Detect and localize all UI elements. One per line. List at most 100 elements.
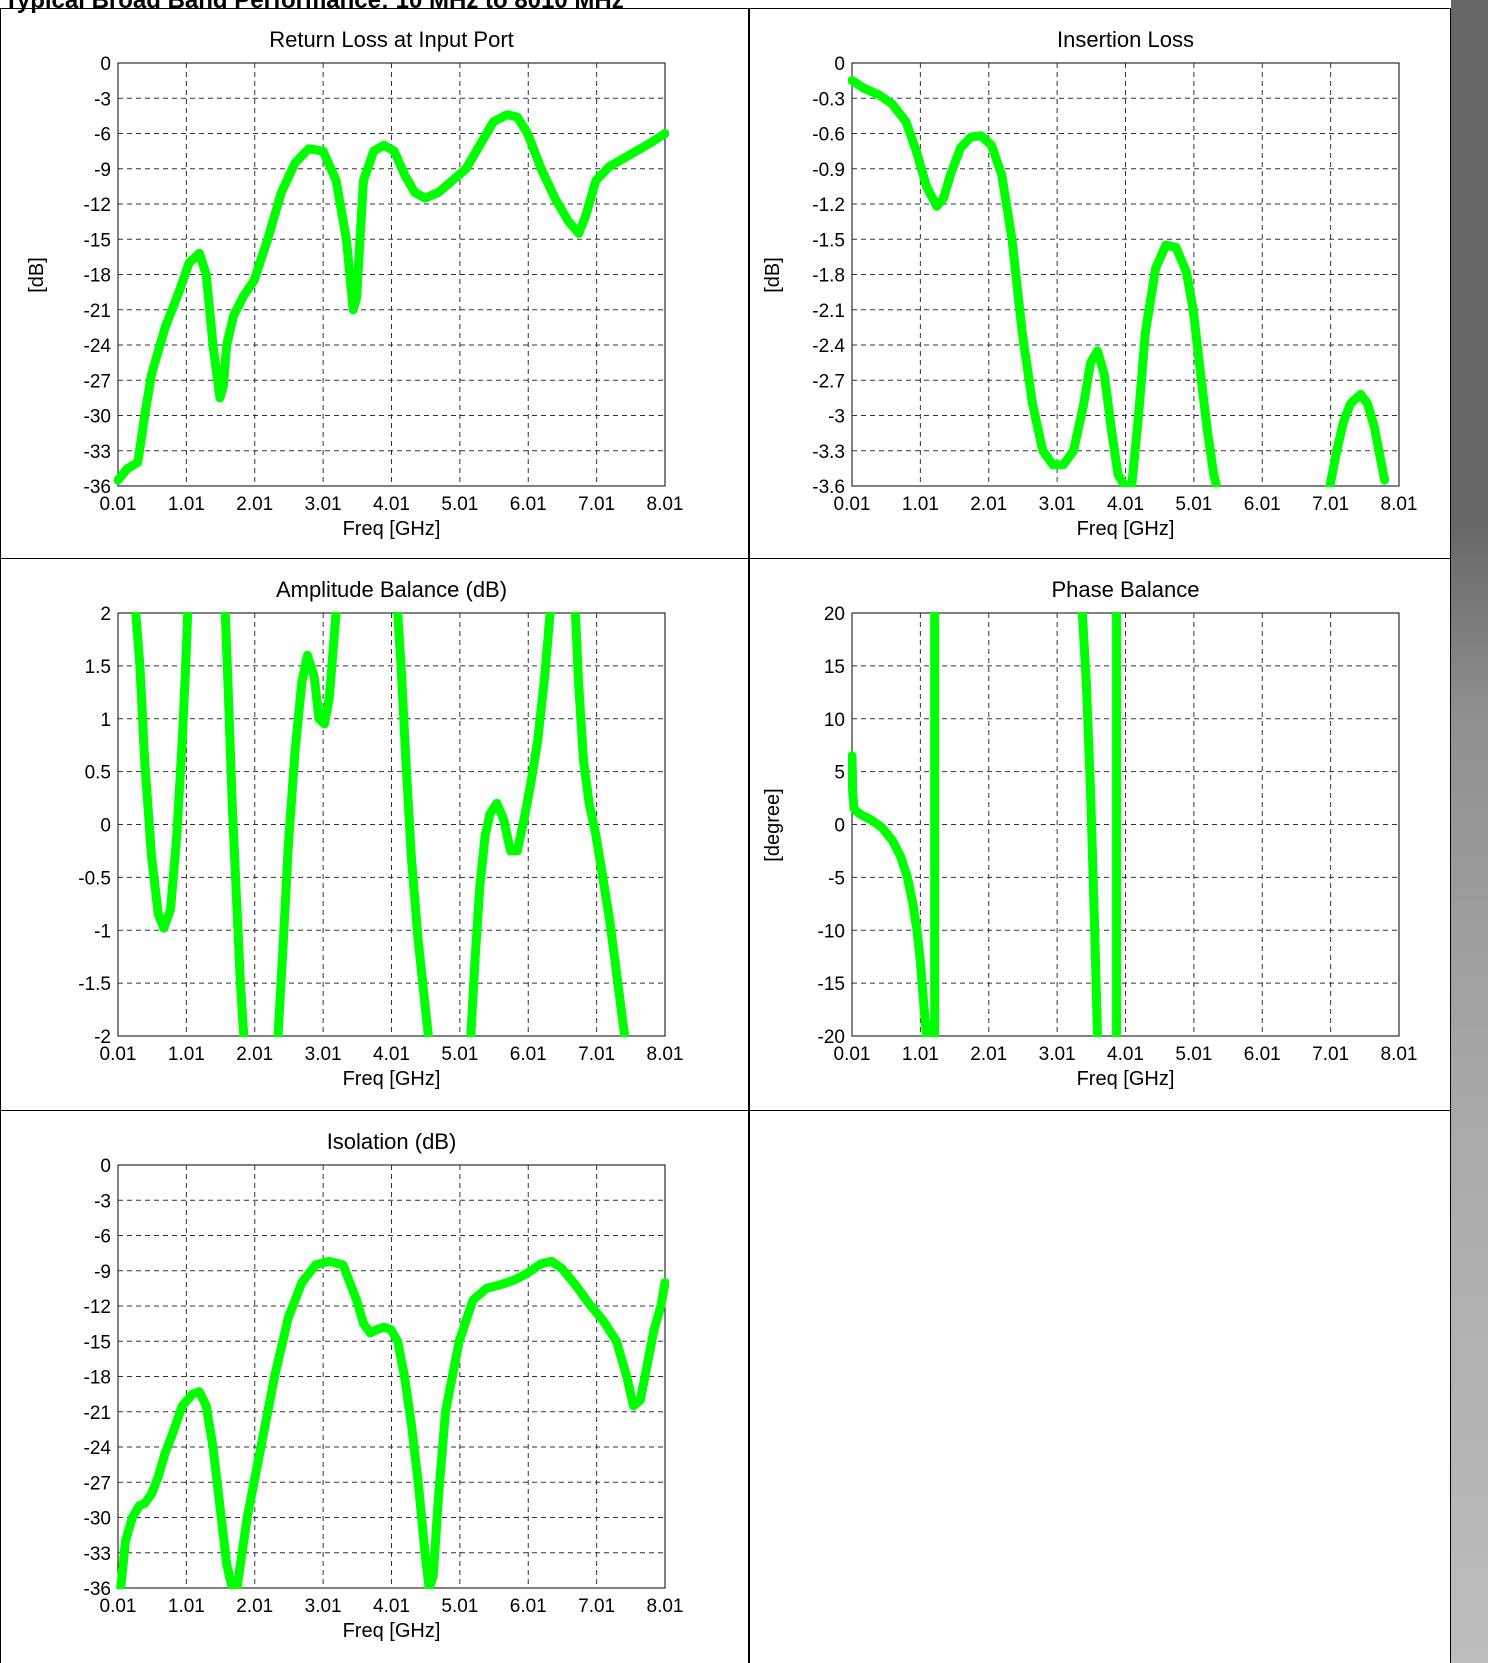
y-tick-label: -10 <box>818 921 845 942</box>
chart-amplitude-balance: 0.01 1.01 2.01 3.01 4.01 5.01 6.01 7.01 8.01 2 1.5… <box>78 577 684 1090</box>
y-tick-label: -33 <box>84 1544 111 1565</box>
x-tick-label: 0.01 <box>834 494 871 515</box>
x-tick-label: 2.01 <box>970 1044 1007 1065</box>
x-tick-label: 5.01 <box>441 1596 478 1617</box>
y-tick-label: -15 <box>84 230 111 251</box>
y-tick-label: -9 <box>94 1262 111 1283</box>
x-tick-label: 1.01 <box>902 1044 939 1065</box>
series-line-2 <box>220 612 249 1037</box>
x-tick-label: 0.01 <box>100 494 137 515</box>
y-tick-label: -21 <box>84 301 111 322</box>
x-tick-label: 2.01 <box>236 1596 273 1617</box>
x-tick-label: 8.01 <box>1381 1044 1418 1065</box>
x-tick-label: 2.01 <box>236 1044 273 1065</box>
y-tick-label: 2 <box>100 604 111 625</box>
x-axis-label: Freq [GHz] <box>1077 518 1175 540</box>
y-tick-label: 0 <box>834 54 845 75</box>
y-tick-label: -0.3 <box>812 89 845 110</box>
y-tick-label: -36 <box>84 1579 111 1600</box>
x-tick-label: 8.01 <box>647 1596 684 1617</box>
y-tick-label: -6 <box>94 1227 111 1248</box>
x-tick-label: 7.01 <box>1312 494 1349 515</box>
y-tick-label: -1 <box>94 921 111 942</box>
y-tick-label: -1.2 <box>812 195 845 216</box>
cell-border-top <box>0 8 1451 9</box>
y-tick-label: -12 <box>84 195 111 216</box>
x-tick-label: 5.01 <box>1175 1044 1212 1065</box>
x-tick-label: 4.01 <box>373 1596 410 1617</box>
chart-isolation: 0.01 1.01 2.01 3.01 4.01 5.01 6.01 7.01 8.01 0 -3 -… <box>84 1129 684 1642</box>
x-tick-label: 6.01 <box>510 1596 547 1617</box>
y-tick-label: -27 <box>84 371 111 392</box>
y-tick-label: -1.8 <box>812 266 845 287</box>
y-tick-label: -21 <box>84 1403 111 1424</box>
x-tick-label: 0.01 <box>100 1596 137 1617</box>
y-tick-label: -2.4 <box>812 336 845 357</box>
y-tick-label: -9 <box>94 160 111 181</box>
y-axis-label: [dB] <box>762 257 784 293</box>
chart-title: Return Loss at Input Port <box>269 27 514 52</box>
x-axis-label: Freq [GHz] <box>1077 1068 1175 1090</box>
y-tick-label: -30 <box>84 1509 111 1530</box>
y-tick-label: 10 <box>824 710 845 731</box>
y-tick-label: -6 <box>94 125 111 146</box>
chart-return-loss: 0.01 1.01 2.01 3.01 4.01 5.01 6.01 7.01 8.01 0 -3 -… <box>26 27 684 540</box>
x-tick-label: 7.01 <box>578 1596 615 1617</box>
x-tick-label: 3.01 <box>1039 494 1076 515</box>
x-tick-label: 3.01 <box>305 1044 342 1065</box>
x-tick-label: 4.01 <box>373 1044 410 1065</box>
y-tick-label: -2.1 <box>812 301 845 322</box>
page-title: Typical Broad Band Performance: 10 MHz t… <box>4 0 624 14</box>
x-tick-label: 8.01 <box>647 494 684 515</box>
y-tick-label: -24 <box>84 1438 112 1459</box>
chart-title: Phase Balance <box>1052 577 1200 602</box>
y-tick-label: -0.6 <box>812 125 845 146</box>
x-tick-label: 7.01 <box>1312 1044 1349 1065</box>
x-tick-label: 4.01 <box>1107 494 1144 515</box>
y-tick-label: -3 <box>94 1191 111 1212</box>
x-axis-label: Freq [GHz] <box>343 518 441 540</box>
x-tick-label: 3.01 <box>1039 1044 1076 1065</box>
cell-border-middle <box>748 8 750 1663</box>
scrollbar[interactable] <box>1451 0 1488 1663</box>
y-tick-label: -20 <box>818 1027 845 1048</box>
series-line-1 <box>848 76 1133 487</box>
x-tick-label: 6.01 <box>1244 1044 1281 1065</box>
series-line-1 <box>114 110 669 485</box>
x-tick-label: 5.01 <box>441 1044 478 1065</box>
y-tick-label: -30 <box>84 407 111 428</box>
series-line-2 <box>1127 240 1222 487</box>
chart-title: Insertion Loss <box>1057 27 1194 52</box>
series-line-3 <box>273 612 341 1037</box>
y-tick-label: -24 <box>84 336 112 357</box>
y-tick-label: -18 <box>84 266 111 287</box>
x-tick-label: 5.01 <box>441 494 478 515</box>
chart-insertion-loss: 0.01 1.01 2.01 3.01 4.01 5.01 6.01 7.01 8.01 0 -0.… <box>762 27 1418 540</box>
x-tick-label: 2.01 <box>236 494 273 515</box>
x-tick-label: 1.01 <box>168 1044 205 1065</box>
x-tick-label: 8.01 <box>647 1044 684 1065</box>
y-tick-label: -15 <box>84 1332 111 1353</box>
y-tick-label: -3.6 <box>812 477 845 498</box>
y-tick-label: 0.5 <box>85 763 111 784</box>
y-tick-label: -1.5 <box>78 974 111 995</box>
y-tick-label: -5 <box>828 868 845 889</box>
x-tick-label: 3.01 <box>305 494 342 515</box>
y-tick-label: -36 <box>84 477 111 498</box>
series-line-3 <box>1325 389 1390 487</box>
y-tick-label: 5 <box>834 763 845 784</box>
y-tick-label: -27 <box>84 1473 111 1494</box>
y-tick-label: -3 <box>94 89 111 110</box>
x-tick-label: 8.01 <box>1381 494 1418 515</box>
series-line-1 <box>116 1256 669 1589</box>
y-tick-label: -15 <box>818 974 845 995</box>
x-tick-label: 1.01 <box>168 494 205 515</box>
series-line-5 <box>466 612 555 1037</box>
x-tick-label: 1.01 <box>168 1596 205 1617</box>
cell-border-row2 <box>0 1110 1451 1111</box>
y-tick-label: 0 <box>100 1156 111 1177</box>
y-axis-label: [degree] <box>762 788 784 861</box>
y-tick-label: -3.3 <box>812 442 845 463</box>
series-line-1 <box>848 751 931 1037</box>
y-tick-label: -0.9 <box>812 160 845 181</box>
